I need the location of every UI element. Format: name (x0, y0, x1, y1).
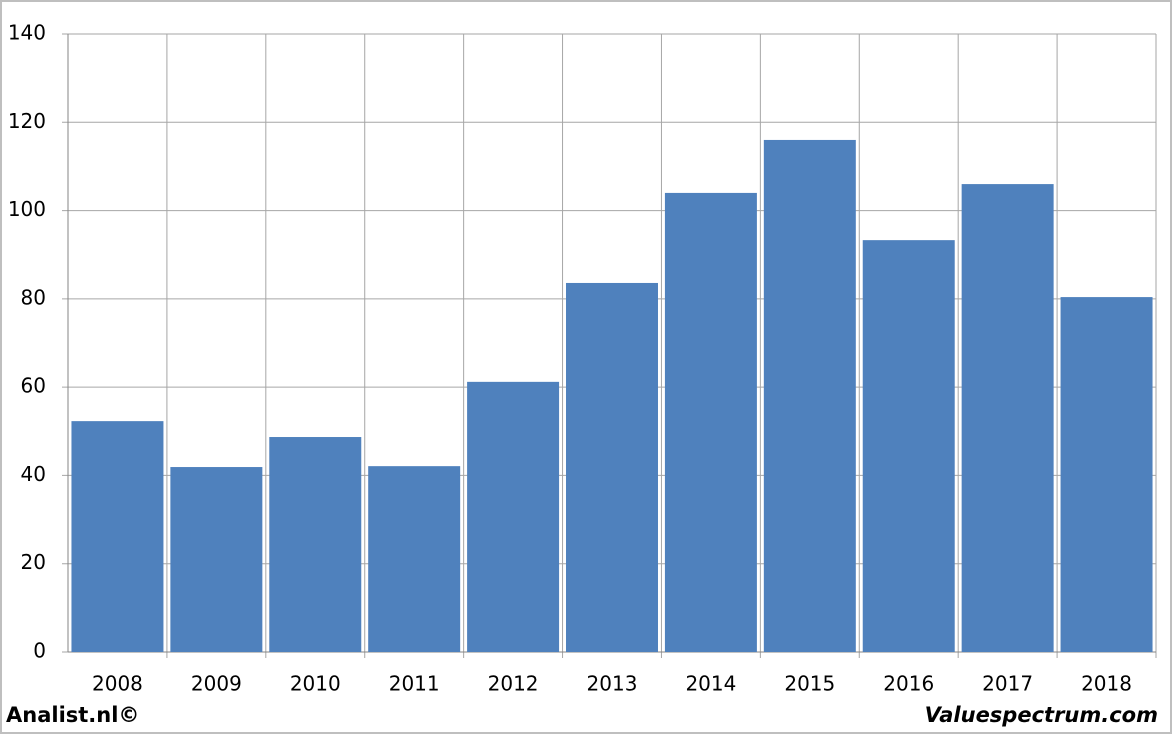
y-tick-label: 40 (21, 462, 46, 486)
bar (368, 466, 461, 652)
x-tick-label: 2009 (191, 672, 242, 696)
bar (467, 381, 560, 652)
bar (763, 139, 856, 652)
footer-left: Analist.nl© (6, 703, 139, 727)
x-tick-label: 2013 (587, 672, 638, 696)
y-tick-label: 80 (21, 285, 46, 309)
y-tick-label: 100 (8, 197, 46, 221)
y-tick-label: 20 (21, 550, 46, 574)
bar (170, 467, 263, 652)
x-tick-label: 2011 (389, 672, 440, 696)
bar (1060, 297, 1153, 652)
x-tick-label: 2008 (92, 672, 143, 696)
y-tick-label: 60 (21, 374, 46, 398)
x-tick-label: 2010 (290, 672, 341, 696)
y-tick-label: 0 (33, 639, 46, 663)
bar (961, 184, 1054, 653)
bar (664, 192, 757, 652)
x-tick-label: 2015 (784, 672, 835, 696)
bar (71, 421, 164, 652)
bar (862, 240, 955, 652)
x-tick-label: 2016 (883, 672, 934, 696)
x-tick-label: 2014 (685, 672, 736, 696)
y-tick-label: 140 (8, 21, 46, 45)
footer-right: Valuespectrum.com (925, 703, 1158, 727)
bar (269, 437, 362, 652)
bar (566, 282, 658, 652)
x-tick-label: 2017 (982, 672, 1033, 696)
x-tick-label: 2012 (488, 672, 539, 696)
x-tick-label: 2018 (1081, 672, 1132, 696)
y-tick-label: 120 (8, 109, 46, 133)
